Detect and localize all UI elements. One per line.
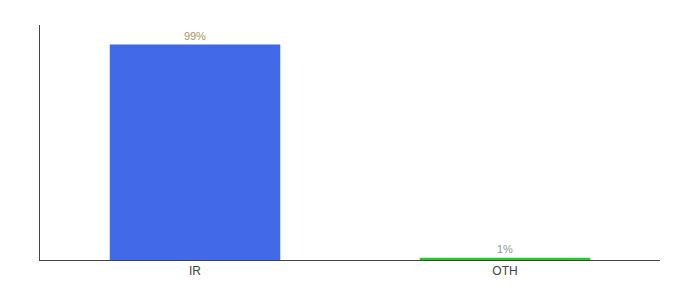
svg-text:99%: 99%	[184, 30, 206, 42]
svg-text:1%: 1%	[497, 243, 513, 255]
svg-text:OTH: OTH	[492, 264, 517, 278]
svg-text:IR: IR	[189, 264, 201, 278]
